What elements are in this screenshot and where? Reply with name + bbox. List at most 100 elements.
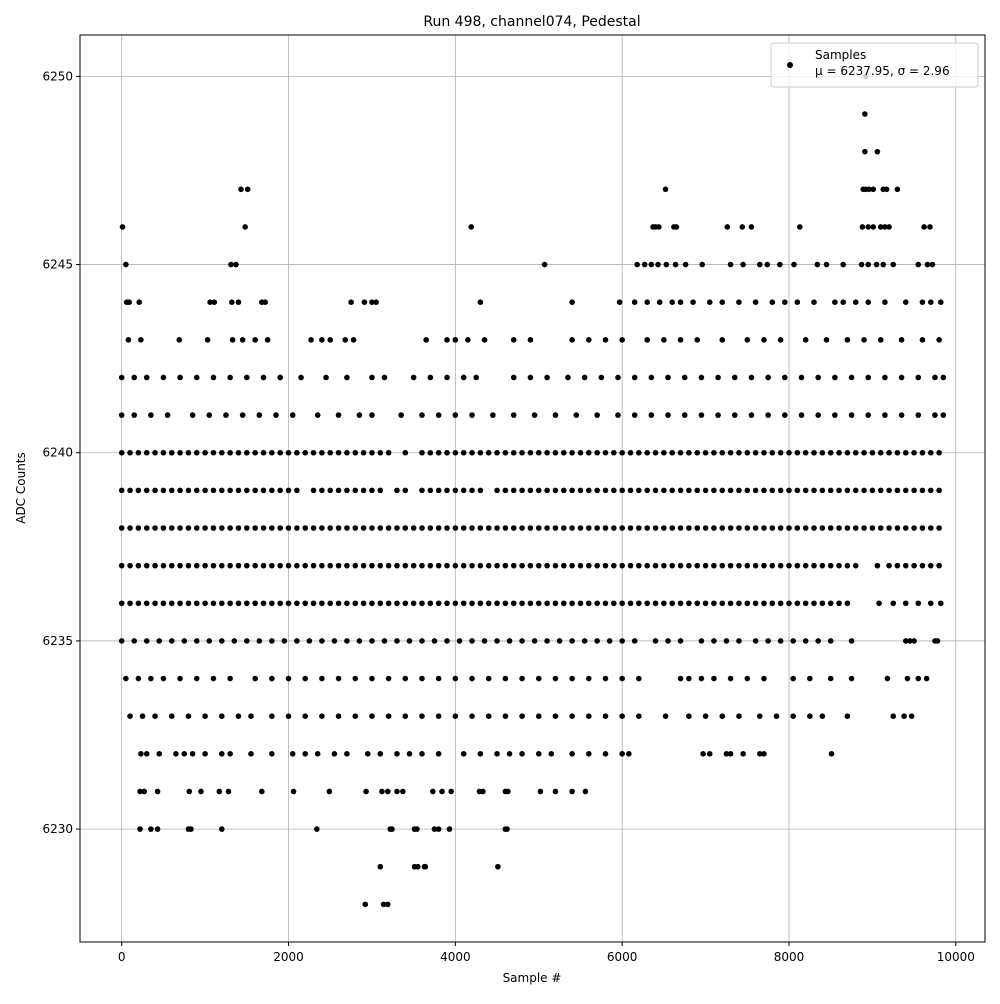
data-point — [352, 525, 359, 531]
x-tick-label: 0 — [118, 950, 126, 964]
data-point — [535, 449, 542, 456]
data-point — [844, 600, 851, 607]
data-point — [277, 525, 283, 531]
data-point — [506, 638, 513, 644]
data-point — [552, 713, 559, 719]
data-point — [344, 374, 350, 381]
data-point — [631, 299, 638, 306]
data-point — [244, 487, 250, 494]
data-point — [686, 600, 692, 607]
data-point — [319, 638, 325, 644]
data-point — [435, 525, 442, 531]
data-point — [919, 525, 926, 531]
data-point — [782, 374, 788, 381]
data-point — [360, 487, 367, 494]
data-point — [919, 487, 926, 494]
data-point — [448, 788, 454, 795]
data-point — [185, 487, 192, 494]
data-point — [204, 337, 211, 343]
data-point — [485, 562, 492, 569]
data-point — [294, 638, 300, 644]
data-point — [210, 449, 217, 456]
data-point — [848, 675, 855, 682]
data-point — [302, 675, 309, 682]
data-point — [619, 562, 625, 569]
data-point — [615, 412, 621, 418]
data-point — [244, 374, 250, 381]
data-point — [344, 449, 350, 456]
data-point — [694, 337, 701, 343]
data-point — [727, 675, 734, 682]
data-point — [344, 751, 350, 757]
data-point — [777, 562, 784, 569]
data-point — [452, 713, 459, 719]
data-point — [510, 525, 517, 531]
data-point — [452, 487, 459, 494]
data-point — [227, 675, 233, 682]
data-point — [827, 449, 834, 456]
data-point — [544, 562, 550, 569]
data-point — [929, 261, 936, 268]
data-point — [460, 487, 467, 494]
data-point — [302, 449, 309, 456]
data-point — [677, 675, 684, 682]
data-point — [594, 562, 600, 569]
data-point — [402, 525, 409, 531]
data-point — [677, 525, 684, 531]
data-point — [302, 600, 309, 607]
data-point — [252, 487, 258, 494]
data-point — [269, 638, 275, 644]
data-point — [702, 449, 709, 456]
data-point — [469, 487, 475, 494]
data-point — [661, 562, 667, 569]
data-point — [719, 337, 726, 343]
data-point — [552, 675, 559, 682]
data-point — [636, 562, 642, 569]
data-point — [465, 337, 471, 343]
data-point — [456, 638, 463, 644]
data-point — [937, 600, 944, 607]
data-point — [502, 600, 509, 607]
data-point — [335, 562, 342, 569]
data-point — [510, 374, 517, 381]
data-point — [719, 562, 726, 569]
data-point — [569, 788, 575, 795]
data-point — [385, 675, 392, 682]
data-point — [752, 449, 759, 456]
data-point — [752, 525, 759, 531]
data-point — [377, 863, 384, 870]
data-point — [344, 638, 350, 644]
data-point — [886, 525, 892, 531]
data-point — [168, 713, 175, 719]
data-point — [352, 449, 359, 456]
data-point — [143, 600, 150, 607]
data-point — [702, 600, 709, 607]
data-point — [210, 525, 217, 531]
data-point — [936, 562, 942, 569]
data-point — [560, 487, 567, 494]
data-point — [344, 487, 350, 494]
data-point — [911, 525, 917, 531]
data-point — [193, 675, 200, 682]
legend-label-line1: Samples — [815, 48, 866, 62]
data-point — [673, 224, 680, 230]
data-point — [239, 412, 246, 418]
data-point — [168, 600, 175, 607]
data-point — [636, 525, 642, 531]
data-point — [569, 751, 575, 757]
data-point — [352, 713, 359, 719]
data-point — [535, 487, 542, 494]
data-point — [723, 751, 730, 757]
data-point — [273, 412, 279, 418]
data-point — [185, 562, 192, 569]
data-point — [444, 374, 450, 381]
data-point — [135, 449, 142, 456]
data-point — [915, 374, 922, 381]
data-point — [877, 337, 884, 343]
data-point — [419, 562, 425, 569]
data-point — [569, 337, 575, 343]
data-point — [519, 600, 525, 607]
data-point — [744, 600, 751, 607]
data-point — [156, 638, 163, 644]
